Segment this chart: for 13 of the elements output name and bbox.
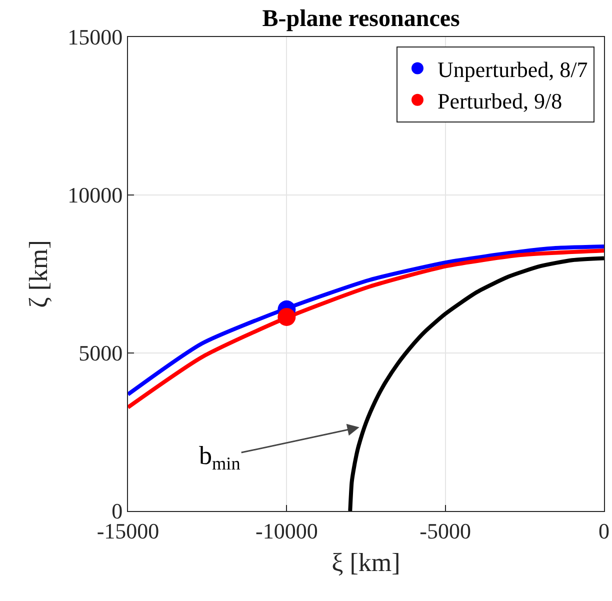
x-tick-label: 0 [598,518,610,544]
y-tick-label: 15000 [68,24,123,50]
x-tick-label: -5000 [420,518,471,544]
line-series [348,256,604,511]
x-tick-label: -10000 [256,518,318,544]
annotation: b$_{min}$ [199,441,240,474]
y-tick-label: 5000 [78,340,123,366]
x-axis-title: ξ [km] [332,548,400,578]
y-axis-title: ζ [km] [24,240,53,308]
legend-label: Perturbed, 9/8 [437,88,562,114]
legend-label: Unperturbed, 8/7 [437,56,588,82]
chart-title: B-plane resonances [262,6,460,32]
y-tick-label: 10000 [68,182,123,208]
